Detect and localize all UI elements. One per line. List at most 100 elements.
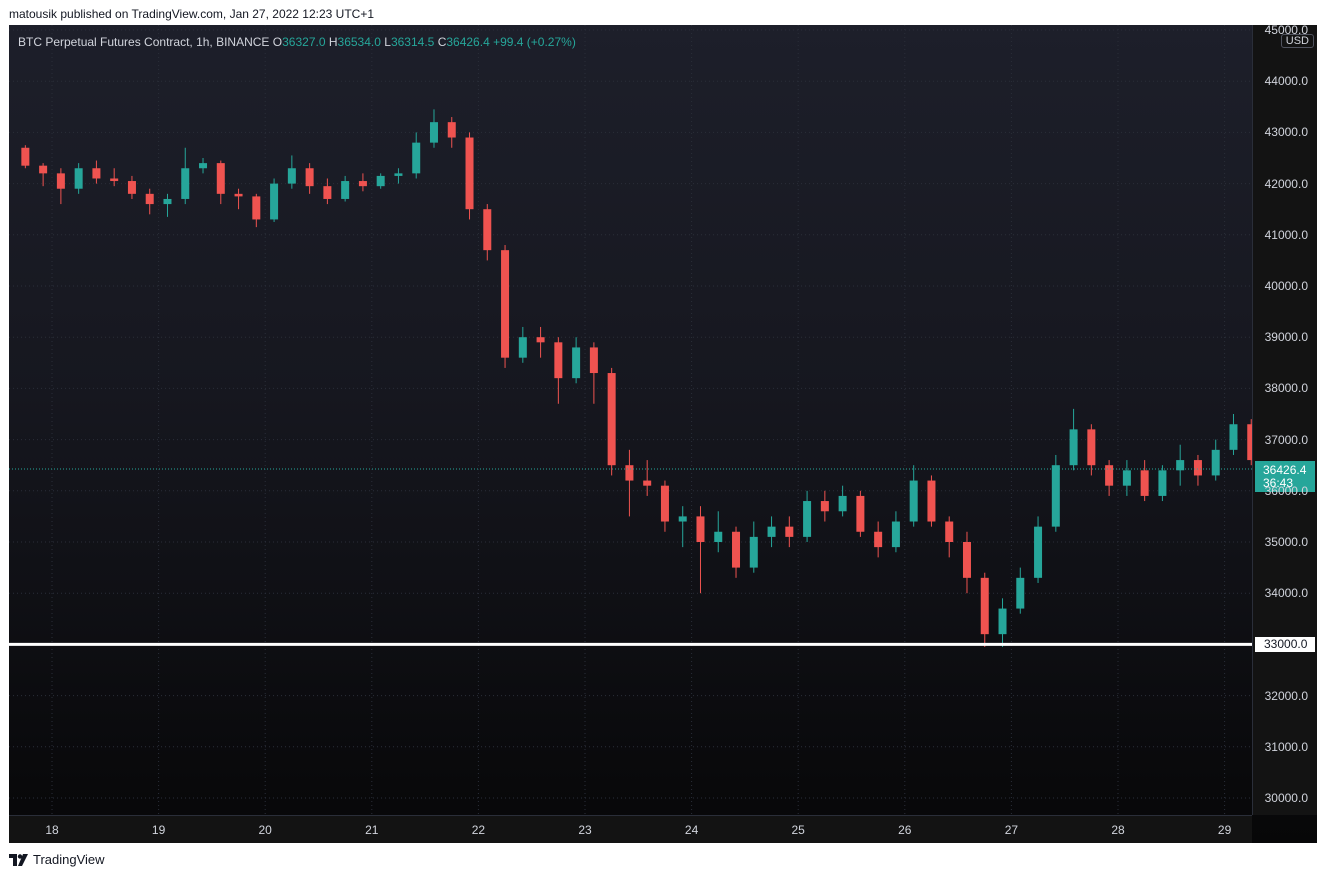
currency-badge[interactable]: USD bbox=[1280, 34, 1314, 48]
candle-body bbox=[145, 193, 154, 205]
candle-body bbox=[820, 501, 829, 512]
symbol-legend: BTC Perpetual Futures Contract, 1h, BINA… bbox=[18, 35, 576, 49]
candle-body bbox=[856, 495, 865, 532]
tradingview-logo[interactable]: TradingView bbox=[9, 852, 105, 867]
date-tick-label: 27 bbox=[1004, 823, 1019, 837]
footer-brand: TradingView bbox=[33, 852, 105, 867]
candle-body bbox=[749, 536, 758, 568]
open-label: O bbox=[272, 35, 283, 49]
candle-body bbox=[305, 168, 314, 187]
candle-body bbox=[447, 122, 456, 138]
symbol-name[interactable]: BTC Perpetual Futures Contract, 1h, BINA… bbox=[18, 35, 270, 49]
time-axis[interactable]: 18 19 20 21 22 23 24 25 26 27 28 29 bbox=[9, 815, 1252, 843]
low-value: 36314.5 bbox=[390, 35, 435, 49]
candle-body bbox=[1069, 429, 1078, 466]
candle-body bbox=[252, 196, 261, 220]
candle-body bbox=[980, 577, 989, 635]
candle-body bbox=[483, 209, 492, 251]
candle-body bbox=[127, 181, 136, 194]
candle-body bbox=[92, 168, 101, 179]
candle-body bbox=[696, 516, 705, 542]
price-tick-label: 35000.0 bbox=[1264, 535, 1308, 549]
candle-body bbox=[891, 521, 900, 548]
chart-area[interactable]: BTC Perpetual Futures Contract, 1h, BINA… bbox=[9, 25, 1317, 843]
price-tick-label: 32000.0 bbox=[1264, 688, 1308, 703]
level-price-label: 33000.0 bbox=[1255, 637, 1315, 653]
price-tick-label: 40000.0 bbox=[1264, 279, 1308, 293]
change-value: +99.4 (+0.27%) bbox=[493, 35, 576, 49]
candle-body bbox=[358, 181, 367, 187]
publish-info: matousik published on TradingView.com, J… bbox=[9, 7, 375, 21]
candle-body bbox=[341, 181, 350, 199]
candle-body bbox=[74, 168, 83, 189]
candle-body bbox=[110, 178, 119, 182]
candle-body bbox=[767, 526, 776, 537]
price-axis[interactable]: USD 33000.0 36426.4 36:43 30000.0 31000.0… bbox=[1252, 25, 1317, 815]
price-tick-label: 44000.0 bbox=[1264, 74, 1308, 89]
candle-body bbox=[1247, 424, 1252, 461]
candle-body bbox=[1193, 460, 1202, 476]
high-label: H bbox=[328, 35, 338, 49]
price-tick-label: 36000.0 bbox=[1264, 483, 1308, 498]
low-label: L bbox=[384, 35, 391, 49]
candle-body bbox=[199, 163, 208, 169]
candle-body bbox=[1176, 460, 1185, 471]
candle-body bbox=[1211, 449, 1220, 476]
candle-body bbox=[803, 501, 812, 537]
high-value: 36534.0 bbox=[337, 35, 381, 49]
open-value: 36327.0 bbox=[282, 35, 326, 49]
price-tick-label: 38000.0 bbox=[1264, 381, 1308, 396]
last-price-value: 36426.4 bbox=[1263, 462, 1307, 477]
candle-body bbox=[216, 163, 225, 194]
date-tick-label: 23 bbox=[578, 823, 592, 837]
candle-body bbox=[163, 198, 172, 205]
price-tick-label: 31000.0 bbox=[1264, 739, 1308, 754]
date-tick-label: 21 bbox=[365, 823, 379, 837]
candle-body bbox=[1122, 470, 1131, 486]
candle-body bbox=[1016, 577, 1025, 609]
price-tick-label: 37000.0 bbox=[1264, 432, 1308, 447]
date-tick-label: 18 bbox=[45, 823, 59, 837]
candle-body bbox=[909, 480, 918, 522]
candle-body bbox=[536, 337, 545, 343]
tradingview-logo-icon bbox=[9, 853, 28, 866]
price-tick-label: 34000.0 bbox=[1264, 586, 1308, 601]
candle-body bbox=[962, 542, 971, 578]
candle-body bbox=[21, 147, 30, 166]
price-tick-label: 43000.0 bbox=[1264, 125, 1308, 140]
candle-body bbox=[56, 173, 65, 189]
candle-body bbox=[785, 526, 794, 537]
candle-body bbox=[1051, 465, 1060, 527]
date-tick-label: 25 bbox=[791, 823, 805, 837]
candle-body bbox=[287, 168, 296, 184]
candle-body bbox=[660, 485, 669, 522]
bar-countdown: 36:43 bbox=[1263, 475, 1294, 490]
date-tick-label: 26 bbox=[898, 823, 912, 837]
candle-body bbox=[1158, 470, 1167, 496]
candle-body bbox=[1105, 465, 1114, 486]
price-tick-label: 39000.0 bbox=[1264, 330, 1308, 345]
candlestick-plot[interactable] bbox=[9, 25, 1252, 815]
last-price-label: 36426.4 36:43 bbox=[1255, 460, 1315, 492]
candle-body bbox=[554, 342, 563, 379]
close-value: 36426.4 bbox=[446, 35, 490, 49]
candle-body bbox=[998, 608, 1007, 635]
price-tick-label: 41000.0 bbox=[1264, 227, 1308, 242]
candle-body bbox=[394, 173, 403, 176]
candle-body bbox=[376, 175, 385, 187]
candle-body bbox=[270, 183, 279, 220]
candle-body bbox=[518, 337, 527, 358]
candle-body bbox=[1034, 526, 1043, 578]
candle-body bbox=[412, 142, 421, 174]
candle-body bbox=[714, 531, 723, 542]
price-tick-label: 30000.0 bbox=[1264, 791, 1308, 805]
date-tick-label: 22 bbox=[471, 823, 486, 837]
date-tick-label: 24 bbox=[684, 823, 699, 837]
date-tick-label: 19 bbox=[151, 823, 166, 837]
price-tick-label: 42000.0 bbox=[1264, 176, 1308, 191]
candle-body bbox=[874, 531, 883, 548]
candle-body bbox=[181, 168, 190, 199]
candle-body bbox=[234, 193, 243, 197]
close-label: C bbox=[437, 35, 447, 49]
candle-body bbox=[625, 465, 634, 481]
